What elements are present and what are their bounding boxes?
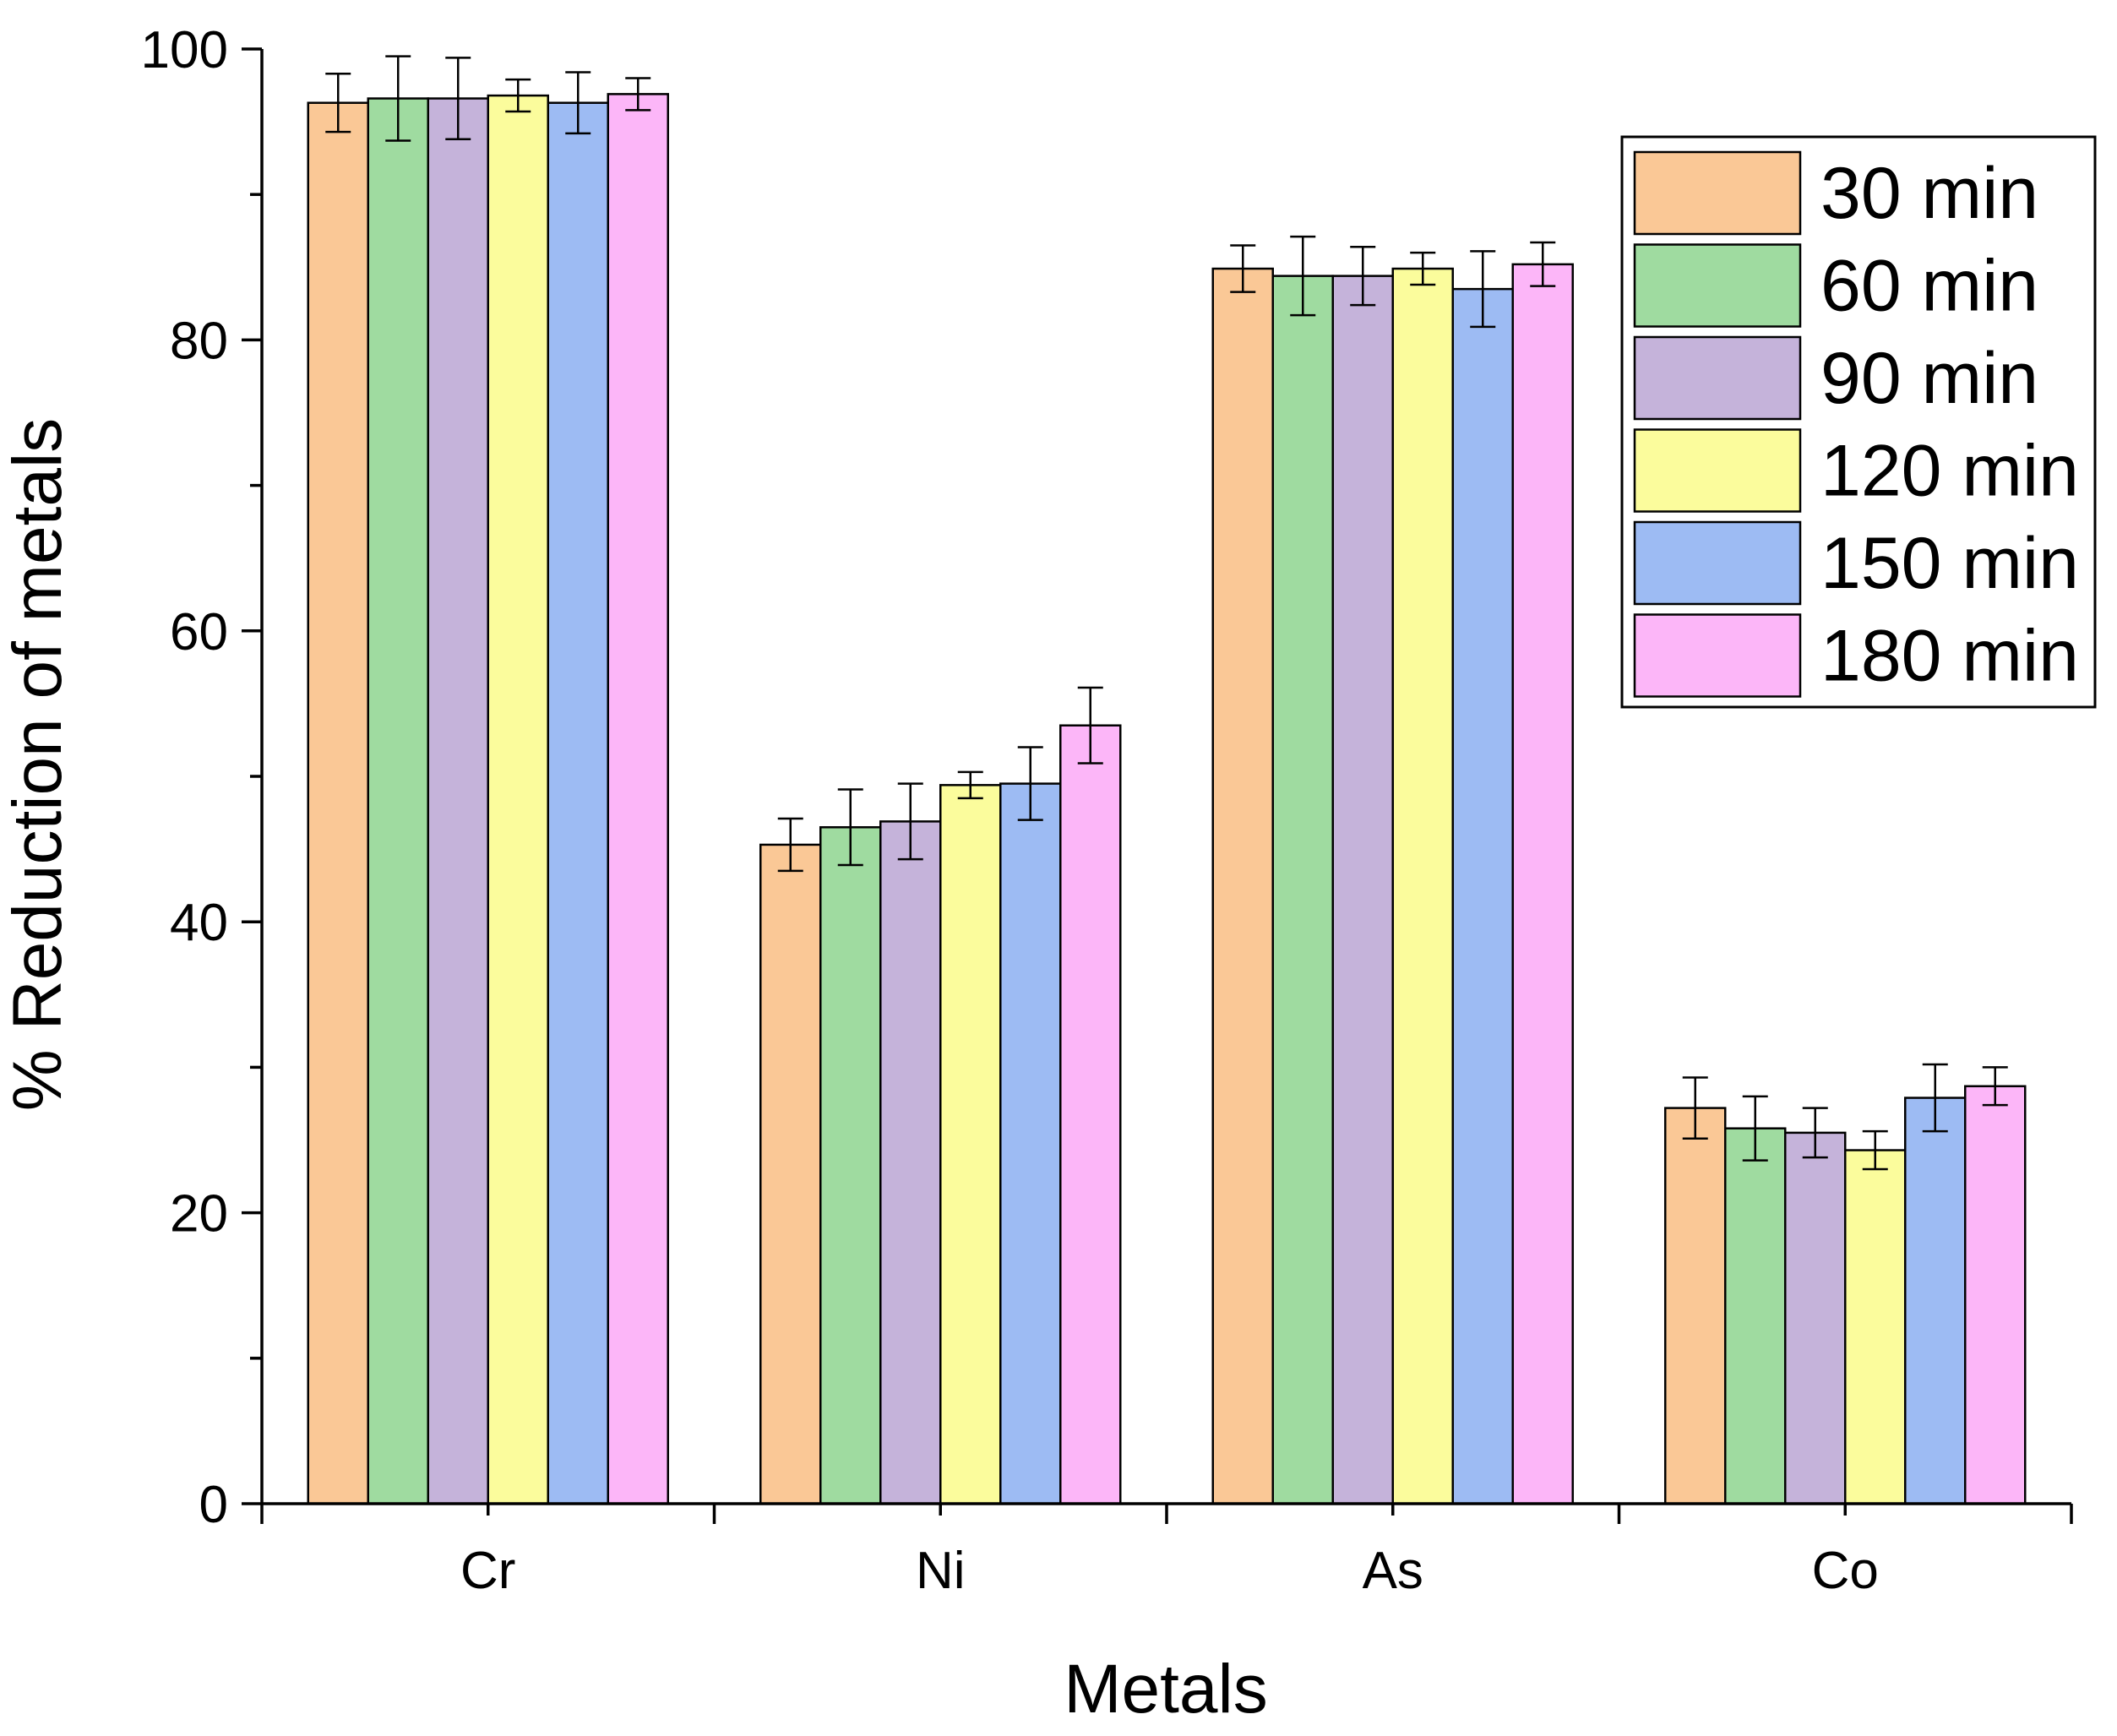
bar-co-60min	[1724, 1127, 1787, 1505]
bar-ni-30min	[759, 843, 822, 1505]
error-bar-co-30min	[1682, 1076, 1708, 1140]
bar-ni-150min	[999, 782, 1062, 1505]
error-bar-cr-180min	[625, 77, 651, 112]
bar-cr-150min	[547, 101, 609, 1505]
bar-as-150min	[1451, 287, 1514, 1505]
error-bar-ni-60min	[837, 788, 863, 867]
bar-co-180min	[1964, 1085, 2027, 1505]
bar-as-120min	[1391, 267, 1454, 1505]
error-bar-as-180min	[1530, 241, 1556, 287]
legend: 30 min 60 min 90 min 120 min 150 min 180 min	[1620, 135, 2097, 709]
legend-label-180min: 180 min	[1820, 616, 2079, 697]
bar-co-150min	[1904, 1097, 1967, 1505]
error-bar-cr-120min	[505, 78, 531, 113]
bar-cr-180min	[607, 93, 669, 1505]
error-bar-cr-30min	[325, 73, 351, 133]
legend-swatch-90min	[1633, 335, 1802, 421]
error-bar-ni-180min	[1077, 686, 1103, 765]
y-tick-label: 20	[170, 1185, 228, 1243]
legend-label-120min: 120 min	[1820, 431, 2079, 512]
legend-swatch-30min	[1633, 150, 1802, 236]
bar-cr-60min	[367, 97, 429, 1505]
ticks-layer: 0 20 40 60 80 100 Cr Ni As Co	[141, 21, 2073, 1600]
legend-label-90min: 90 min	[1820, 338, 2038, 419]
bar-as-90min	[1331, 275, 1394, 1505]
y-axis-title: % Reduction of metals	[0, 418, 76, 1111]
bar-cr-30min	[307, 101, 369, 1505]
error-bar-co-120min	[1862, 1129, 1888, 1171]
legend-swatch-120min	[1633, 428, 1802, 513]
bar-co-90min	[1784, 1131, 1847, 1505]
error-bar-as-60min	[1290, 235, 1316, 317]
error-bar-ni-120min	[957, 770, 983, 800]
legend-label-150min: 150 min	[1820, 523, 2079, 604]
bar-co-120min	[1844, 1149, 1907, 1505]
error-bar-cr-60min	[385, 55, 411, 142]
y-tick-label: 40	[170, 894, 228, 952]
legend-swatch-60min	[1633, 243, 1802, 328]
bar-ni-90min	[879, 820, 942, 1505]
y-tick-label: 0	[199, 1476, 228, 1534]
x-tick-label-cr: Cr	[460, 1542, 515, 1600]
bar-ni-120min	[939, 784, 1002, 1505]
bar-cr-90min	[427, 97, 489, 1505]
x-axis-title: Metals	[1064, 1651, 1268, 1728]
x-tick-label-ni: Ni	[916, 1542, 966, 1600]
x-tick-label-as: As	[1363, 1542, 1423, 1600]
y-tick-label: 100	[141, 21, 228, 79]
error-bar-co-60min	[1742, 1095, 1768, 1162]
error-bar-co-90min	[1802, 1107, 1828, 1159]
y-tick-label: 60	[170, 603, 228, 661]
legend-label-60min: 60 min	[1820, 246, 2038, 327]
error-bar-as-30min	[1230, 244, 1256, 293]
bar-as-30min	[1211, 267, 1274, 1505]
error-bar-as-150min	[1470, 250, 1496, 329]
legend-label-30min: 30 min	[1820, 153, 2038, 234]
bar-co-30min	[1664, 1107, 1727, 1505]
y-tick-label: 80	[170, 312, 228, 370]
bar-as-180min	[1511, 263, 1574, 1505]
error-bar-ni-150min	[1017, 746, 1043, 821]
error-bar-cr-90min	[445, 57, 471, 141]
error-bar-co-180min	[1982, 1066, 2008, 1107]
legend-swatch-180min	[1633, 613, 1802, 698]
legend-swatch-150min	[1633, 520, 1802, 606]
error-bar-co-150min	[1922, 1063, 1948, 1133]
error-bar-as-120min	[1410, 251, 1436, 286]
error-bar-cr-150min	[565, 71, 591, 135]
bar-ni-180min	[1059, 724, 1122, 1505]
bars-layer	[307, 55, 2027, 1505]
bar-as-60min	[1271, 275, 1334, 1505]
x-tick-label-co: Co	[1812, 1542, 1879, 1600]
bar-cr-120min	[487, 94, 549, 1505]
error-bar-ni-30min	[777, 817, 803, 873]
error-bar-as-90min	[1350, 245, 1376, 307]
error-bar-ni-90min	[897, 782, 923, 861]
bar-ni-60min	[819, 826, 882, 1505]
